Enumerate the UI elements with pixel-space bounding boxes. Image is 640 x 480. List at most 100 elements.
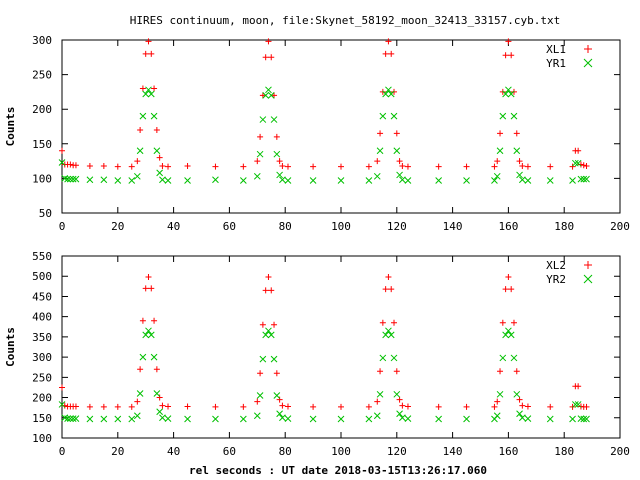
data-point: [508, 52, 515, 59]
data-point: [310, 403, 317, 410]
data-point: [284, 415, 292, 422]
data-point-stroke: [516, 396, 523, 403]
data-point-stroke: [373, 412, 381, 420]
data-point-stroke: [273, 370, 280, 377]
x-tick-label: 200: [610, 445, 630, 458]
data-point: [137, 126, 144, 133]
data-point: [240, 163, 247, 170]
data-point: [373, 412, 381, 420]
data-point: [516, 396, 523, 403]
data-point: [387, 90, 395, 98]
data-point-stroke: [390, 112, 398, 120]
data-point: [128, 163, 135, 170]
data-point-stroke: [404, 403, 411, 410]
data-point: [148, 50, 155, 57]
data-point-stroke: [387, 90, 395, 98]
data-point-stroke: [572, 401, 579, 408]
x-tick-label: 200: [610, 220, 630, 233]
data-point-stroke: [497, 368, 504, 375]
data-point: [507, 90, 515, 98]
data-point-stroke: [388, 286, 395, 293]
data-point: [546, 177, 554, 184]
data-point: [583, 403, 590, 410]
data-point: [502, 52, 509, 59]
data-point: [494, 158, 501, 165]
data-point-stroke: [376, 147, 384, 155]
data-point: [184, 162, 191, 169]
data-point: [133, 412, 141, 420]
data-point: [502, 286, 509, 293]
x-tick-label: 180: [554, 445, 574, 458]
data-point: [510, 319, 517, 326]
data-point-stroke: [259, 92, 266, 99]
data-point-stroke: [382, 331, 389, 339]
data-point-stroke: [100, 162, 107, 169]
data-point: [505, 38, 512, 45]
data-point-stroke: [377, 130, 384, 137]
data-point-stroke: [59, 147, 65, 154]
x-tick-label: 20: [111, 220, 124, 233]
data-point: [463, 403, 470, 410]
data-point-stroke: [58, 401, 66, 408]
data-point-stroke: [100, 415, 108, 423]
data-point-stroke: [502, 52, 509, 59]
data-point: [153, 147, 161, 155]
y-tick-label: 150: [32, 412, 52, 425]
data-point: [510, 354, 518, 362]
data-point-stroke: [273, 133, 280, 140]
data-point: [128, 403, 135, 410]
data-point: [365, 177, 373, 184]
data-point-stroke: [254, 398, 261, 405]
data-point: [388, 50, 395, 57]
data-point-stroke: [365, 177, 373, 184]
data-point-stroke: [513, 368, 520, 375]
data-point: [496, 390, 504, 398]
data-point-stroke: [569, 415, 576, 423]
data-point: [396, 158, 403, 165]
data-point-stroke: [502, 331, 509, 339]
data-point: [273, 392, 281, 399]
data-point: [276, 410, 283, 418]
data-point: [404, 415, 412, 422]
data-point-stroke: [276, 158, 283, 165]
data-point-stroke: [365, 415, 373, 423]
data-point: [404, 403, 411, 410]
data-point-stroke: [114, 415, 122, 423]
data-point: [212, 403, 219, 410]
data-point: [279, 402, 286, 409]
y-tick-label: 500: [32, 270, 52, 283]
data-point: [69, 415, 77, 422]
x-tick-label: 40: [167, 445, 180, 458]
data-point-stroke: [382, 286, 389, 293]
data-point: [267, 92, 275, 99]
data-point: [337, 415, 345, 423]
data-point-stroke: [268, 54, 275, 61]
data-point: [100, 176, 108, 184]
data-point: [265, 327, 272, 335]
data-point: [524, 403, 531, 410]
data-point-stroke: [574, 401, 582, 408]
data-point-stroke: [502, 286, 509, 293]
data-point-stroke: [491, 403, 498, 410]
data-point-stroke: [239, 415, 247, 423]
data-point-stroke: [499, 88, 506, 95]
data-point: [67, 415, 74, 422]
data-point: [133, 172, 141, 180]
data-point: [580, 162, 587, 169]
data-point: [510, 112, 518, 120]
data-point: [136, 390, 144, 397]
data-point: [376, 147, 384, 155]
y-tick-label: 50: [39, 207, 52, 220]
data-point-stroke: [310, 163, 317, 170]
data-point-stroke: [148, 285, 155, 292]
data-point: [253, 172, 261, 180]
data-point: [505, 327, 512, 335]
data-point: [86, 415, 94, 423]
data-point-stroke: [373, 172, 381, 180]
data-point: [151, 317, 158, 324]
data-point-stroke: [379, 88, 386, 95]
data-point-stroke: [510, 354, 518, 362]
data-point: [391, 319, 398, 326]
data-point-stroke: [580, 162, 587, 169]
data-point-stroke: [142, 285, 149, 292]
